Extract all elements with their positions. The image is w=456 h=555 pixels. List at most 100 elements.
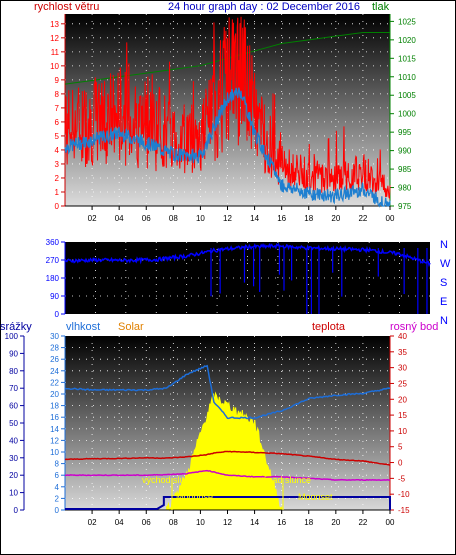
time-tick-label: 22 <box>358 518 367 527</box>
time-tick-label: 10 <box>196 214 205 223</box>
humidity-tick-label: 30 <box>50 332 59 341</box>
time-tick-label: 06 <box>142 214 151 223</box>
rain-tick-label: 0 <box>14 506 19 515</box>
temperature-tick-label: 0 <box>398 459 403 468</box>
wind-tick-label: 0 <box>55 202 60 211</box>
dewpoint-line <box>64 469 391 482</box>
direction-tick-label: 360 <box>46 238 60 247</box>
wind-tick-label: 7 <box>55 104 60 113</box>
temperature-tick-label: -5 <box>398 474 406 483</box>
pressure-label: tlak <box>372 1 390 13</box>
direction-axis: 0 90 180 270 360 <box>46 238 66 319</box>
temperature-line <box>64 450 391 466</box>
pressure-tick-label: 975 <box>398 202 412 211</box>
compass-label: N <box>440 239 448 251</box>
wind-tick-label: 3 <box>55 160 60 169</box>
dewpoint-label: rosný bod <box>390 321 438 333</box>
moonset-annotation: Moonset <box>298 492 333 502</box>
pressure-tick-label: 1015 <box>398 54 416 63</box>
direction-tick-label: 180 <box>46 274 60 283</box>
temperature-tick-label: -15 <box>398 506 410 515</box>
rain-tick-label: 60 <box>9 402 18 411</box>
time-tick-label: 20 <box>331 214 340 223</box>
temperature-tick-label: 25 <box>398 379 407 388</box>
humidity-tick-label: 2 <box>55 494 60 503</box>
wind-tick-label: 9 <box>55 76 60 85</box>
wind-tick-label: 10 <box>50 62 59 71</box>
time-axis-3: 02 04 06 08 10 12 14 16 18 20 22 00 <box>65 509 395 527</box>
wind-tick-label: 6 <box>55 118 60 127</box>
time-tick-label: 04 <box>115 518 124 527</box>
pressure-tick-label: 1005 <box>398 91 416 100</box>
rain-tick-label: 80 <box>9 367 18 376</box>
wind-tick-label: 2 <box>55 174 60 183</box>
wind-speed-label: rychlost větru <box>34 1 99 13</box>
humidity-tick-label: 6 <box>55 471 60 480</box>
rain-axis: 0 10 20 30 40 50 60 70 80 90 100 <box>5 332 25 515</box>
humidity-tick-label: 0 <box>55 506 60 515</box>
temperature-axis: -15 -10 -5 0 5 10 15 20 25 30 35 40 <box>389 332 410 515</box>
temperature-tick-label: 40 <box>398 332 407 341</box>
time-tick-label: 16 <box>277 518 286 527</box>
humidity-tick-label: 4 <box>55 483 60 492</box>
time-tick-label: 08 <box>169 214 178 223</box>
humidity-tick-label: 16 <box>50 413 59 422</box>
wind-tick-label: 8 <box>55 90 60 99</box>
pressure-tick-label: 990 <box>398 147 412 156</box>
rain-tick-label: 10 <box>9 489 18 498</box>
wind-average-line <box>64 87 391 208</box>
humidity-tick-label: 24 <box>50 367 59 376</box>
rain-tick-label: 20 <box>9 471 18 480</box>
humidity-label: vlhkost <box>66 321 100 333</box>
wind-tick-label: 11 <box>51 48 60 57</box>
wind-tick-label: 13 <box>50 20 59 29</box>
pressure-tick-label: 980 <box>398 184 412 193</box>
wind-tick-label: 5 <box>55 132 60 141</box>
pressure-axis: 975 980 985 990 995 1000 1005 1010 1015 1020 1025 <box>389 14 416 211</box>
temperature-tick-label: -10 <box>398 490 410 499</box>
rain-label: srážky <box>0 321 32 333</box>
sunrise-annotation: východ slunce <box>142 475 199 485</box>
wind-tick-label: 1 <box>55 188 60 197</box>
rain-tick-label: 40 <box>9 436 18 445</box>
time-tick-label: 02 <box>88 518 97 527</box>
wind-tick-label: 4 <box>55 146 60 155</box>
humidity-tick-label: 20 <box>50 390 59 399</box>
time-tick-label: 14 <box>250 518 259 527</box>
humidity-tick-label: 26 <box>50 355 59 364</box>
direction-tick-label: 270 <box>46 256 60 265</box>
humidity-tick-label: 28 <box>50 344 59 353</box>
temperature-tick-label: 35 <box>398 348 407 357</box>
temperature-tick-label: 10 <box>398 427 407 436</box>
time-tick-label: 14 <box>250 214 259 223</box>
solar-label: Solar <box>118 321 144 333</box>
humidity-line <box>64 364 391 420</box>
time-tick-label: 12 <box>223 518 232 527</box>
compass-label: E <box>440 296 447 308</box>
time-tick-label: 18 <box>304 214 313 223</box>
wind-tick-label: 12 <box>50 34 59 43</box>
rain-tick-label: 70 <box>9 384 18 393</box>
pressure-tick-label: 1025 <box>398 17 416 26</box>
temperature-tick-label: 5 <box>398 443 403 452</box>
time-tick-label: 12 <box>223 214 232 223</box>
wind-direction-line <box>64 242 431 268</box>
pressure-tick-label: 1020 <box>398 36 416 45</box>
time-axis-1: 02 04 06 08 10 12 14 16 18 20 22 00 <box>65 205 395 223</box>
sunset-annotation: západ slunce <box>258 475 311 485</box>
temperature-tick-label: 20 <box>398 395 407 404</box>
pressure-tick-label: 1000 <box>398 110 416 119</box>
time-tick-label: 10 <box>196 518 205 527</box>
temperature-label: teplota <box>312 321 346 333</box>
direction-tick-label: 90 <box>50 292 59 301</box>
rain-tick-label: 90 <box>9 349 18 358</box>
rain-line <box>65 496 391 510</box>
temperature-tick-label: 30 <box>398 364 407 373</box>
time-tick-label: 06 <box>142 518 151 527</box>
time-tick-label: 02 <box>88 214 97 223</box>
humidity-tick-label: 10 <box>50 448 59 457</box>
humidity-tick-label: 22 <box>50 378 59 387</box>
